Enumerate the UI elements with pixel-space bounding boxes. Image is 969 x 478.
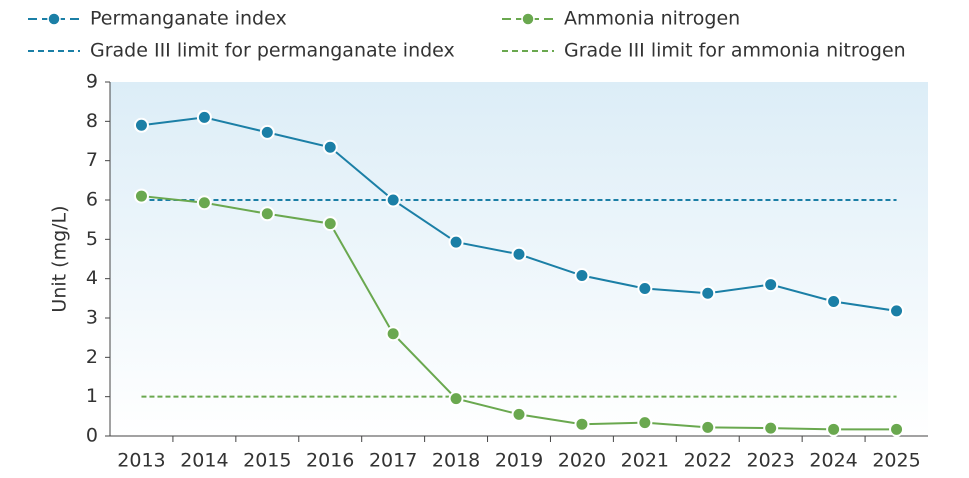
- y-tick-label: 0: [86, 425, 98, 447]
- legend-marker: [47, 12, 61, 26]
- data-point: [700, 419, 716, 435]
- x-tick-label: 2015: [243, 450, 291, 472]
- data-point: [322, 139, 338, 155]
- data-point: [637, 281, 653, 296]
- y-tick-label: 1: [86, 385, 98, 407]
- y-tick-label: 3: [86, 307, 98, 329]
- data-point: [763, 277, 779, 293]
- data-point: [196, 195, 212, 211]
- data-point: [574, 416, 590, 432]
- x-tick-label: 2014: [180, 450, 228, 472]
- data-point: [448, 234, 464, 250]
- data-point: [574, 268, 590, 284]
- legend-label: Grade III limit for permanganate index: [90, 40, 455, 62]
- y-tick-label: 7: [86, 149, 98, 171]
- data-point: [385, 192, 401, 208]
- data-point: [196, 109, 212, 125]
- x-tick-label: 2016: [306, 450, 354, 472]
- x-tick-label: 2018: [432, 450, 480, 472]
- data-point: [133, 117, 149, 133]
- legend-label: Grade III limit for ammonia nitrogen: [564, 40, 906, 62]
- x-tick-label: 2022: [684, 450, 732, 472]
- legend-label: Ammonia nitrogen: [564, 8, 740, 30]
- y-tick-label: 8: [86, 110, 98, 132]
- y-tick-label: 6: [86, 189, 98, 211]
- y-tick-label: 9: [86, 71, 98, 93]
- x-tick-label: 2017: [369, 450, 417, 472]
- data-point: [763, 420, 779, 436]
- legend-label: Permanganate index: [90, 8, 287, 30]
- data-point: [889, 421, 905, 437]
- x-tick-label: 2021: [621, 450, 669, 472]
- data-point: [259, 124, 275, 140]
- data-point: [826, 421, 842, 437]
- data-point: [133, 188, 149, 204]
- data-point: [700, 285, 716, 301]
- x-tick-label: 2024: [809, 450, 857, 472]
- x-tick-label: 2023: [747, 450, 795, 472]
- x-tick-label: 2013: [117, 450, 165, 472]
- data-point: [889, 303, 905, 319]
- x-tick-label: 2025: [872, 450, 920, 472]
- data-point: [511, 406, 527, 422]
- data-point: [637, 415, 653, 431]
- data-point: [448, 391, 464, 407]
- data-point: [322, 216, 338, 232]
- y-axis-label: Unit (mg/L): [49, 205, 71, 312]
- legend-marker: [521, 12, 535, 26]
- data-point: [385, 326, 401, 342]
- data-point: [826, 293, 842, 309]
- data-point: [259, 206, 275, 222]
- y-tick-label: 2: [86, 346, 98, 368]
- x-tick-label: 2020: [558, 450, 606, 472]
- x-tick-label: 2019: [495, 450, 543, 472]
- y-tick-label: 4: [86, 267, 98, 289]
- y-tick-label: 5: [86, 228, 98, 250]
- data-point: [511, 246, 527, 262]
